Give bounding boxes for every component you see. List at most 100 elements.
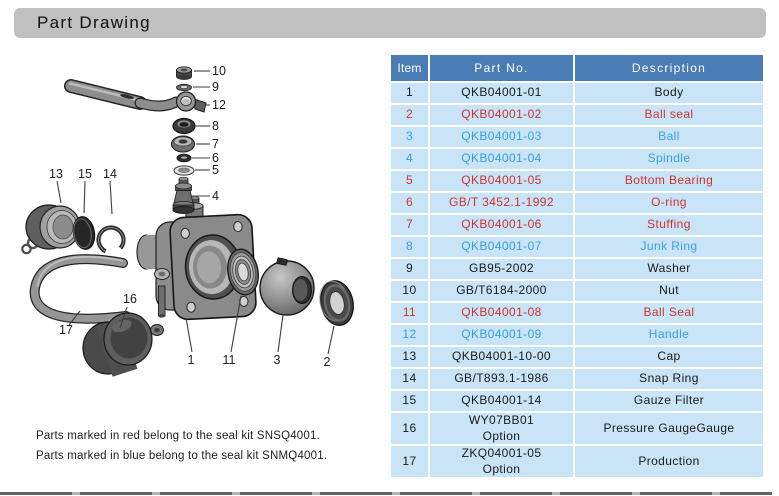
cell-item: 13 [391,347,428,367]
bottom-divider [0,492,772,495]
cell-part-no: GB/T893.1-1986 [430,369,573,389]
table-row: 13 QKB04001-10-00 Cap [391,347,763,367]
seal-kit-notes: Parts marked in red belong to the seal k… [36,430,327,470]
cell-item: 9 [391,259,428,279]
part-washer [176,83,192,92]
col-header-item: Item [391,55,428,81]
table-row: 17 ZKQ04001-05 Option Production [391,446,763,478]
table-row: 16 WY07BB01 Option Pressure GaugeGauge [391,413,763,445]
cell-part-no: GB/T6184-2000 [430,281,573,301]
cell-item: 8 [391,237,428,257]
cell-part-no: QKB04001-07 [430,237,573,257]
cell-part-no: QKB04001-09 [430,325,573,345]
table-row: 2 QKB04001-02 Ball seal [391,105,763,125]
table-row: 9 GB95-2002 Washer [391,259,763,279]
cell-item: 12 [391,325,428,345]
part-handle [64,79,207,113]
callout-10: 10 [212,64,226,78]
cell-part-no: WY07BB01 Option [430,413,573,445]
table-row: 14 GB/T893.1-1986 Snap Ring [391,369,763,389]
table-header-row: Item Part No. Description [391,55,763,81]
cell-item: 5 [391,171,428,191]
part-ball [259,257,315,316]
cell-description: Ball seal [575,105,763,125]
cell-item: 10 [391,281,428,301]
exploded-parts-diagram: 10 9 12 8 7 6 5 4 13 15 14 16 17 1 11 3 … [21,64,354,377]
cell-part-no: QKB04001-08 [430,303,573,323]
table-row: 3 QKB04001-03 Ball [391,127,763,147]
table-row: 7 QKB04001-06 Stuffing [391,215,763,235]
part-bottom-bearing [173,165,195,176]
cell-part-no: QKB04001-10-00 [430,347,573,367]
cell-description: Bottom Bearing [575,171,763,191]
cell-item: 3 [391,127,428,147]
cell-part-no: QKB04001-03 [430,127,573,147]
cell-part-no: QKB04001-04 [430,149,573,169]
callout-11: 11 [223,353,236,367]
cell-part-no: GB95-2002 [430,259,573,279]
callout-6: 6 [212,151,219,165]
table-row: 12 QKB04001-09 Handle [391,325,763,345]
part-nut [176,66,192,80]
cell-description: Stuffing [575,215,763,235]
page-title: Part Drawing [37,13,151,32]
callout-7: 7 [212,137,219,151]
cell-description: O-ring [575,193,763,213]
callout-12: 12 [212,98,226,112]
cell-item: 2 [391,105,428,125]
cell-item: 7 [391,215,428,235]
cell-description: Spindle [575,149,763,169]
cell-item: 17 [391,446,428,478]
cell-part-no: QKB04001-02 [430,105,573,125]
callout-2: 2 [324,355,331,369]
callout-4: 4 [212,189,219,203]
parts-table-body: 1 QKB04001-01 Body 2 QKB04001-02 Ball seal 3 QK… [391,83,763,478]
cell-part-no: QKB04001-06 [430,215,573,235]
parts-table: Item Part No. Description 1 QKB04001-01 Bo… [389,53,765,480]
table-row: 6 GB/T 3452.1-1992 O-ring [391,193,763,213]
part-body [136,195,257,321]
cell-item: 14 [391,369,428,389]
part-junk-ring [172,117,196,135]
cell-description: Cap [575,347,763,367]
cell-description: Production [575,446,763,478]
page-title-bar: Part Drawing [14,8,766,38]
cell-item: 6 [391,193,428,213]
callout-leader-lines [56,70,335,355]
cell-description: Nut [575,281,763,301]
cell-description: Junk Ring [575,237,763,257]
note-red-seal-kit: Parts marked in red belong to the seal k… [36,430,320,442]
callout-17: 17 [59,323,73,337]
table-row: 11 QKB04001-08 Ball Seal [391,303,763,323]
cell-description: Washer [575,259,763,279]
cell-description: Ball Seal [575,303,763,323]
cell-description: Gauze Filter [575,391,763,411]
callout-labels: 10 9 12 8 7 6 5 4 13 15 14 16 17 1 11 3 … [49,64,330,369]
cell-item: 16 [391,413,428,445]
part-o-ring [176,153,192,163]
callout-13: 13 [49,167,63,181]
part-spindle [172,176,195,214]
table-row: 1 QKB04001-01 Body [391,83,763,103]
cell-description: Handle [575,325,763,345]
cell-description: Snap Ring [575,369,763,389]
cell-description: Pressure GaugeGauge [575,413,763,445]
col-header-part-no: Part No. [430,55,573,81]
callout-1: 1 [188,353,195,367]
table-row: 15 QKB04001-14 Gauze Filter [391,391,763,411]
table-row: 8 QKB04001-07 Junk Ring [391,237,763,257]
cell-description: Ball [575,127,763,147]
callout-9: 9 [212,80,219,94]
part-stuffing [170,135,196,153]
table-row: 10 GB/T6184-2000 Nut [391,281,763,301]
part-cap [21,204,81,255]
cell-part-no: GB/T 3452.1-1992 [430,193,573,213]
callout-3: 3 [274,353,281,367]
callout-8: 8 [212,119,219,133]
callout-5: 5 [212,163,219,177]
col-header-description: Description [575,55,763,81]
part-snap-ring [96,225,126,255]
part-ball-seal-outer [319,280,354,326]
part-gauze-filter [72,216,96,250]
cell-part-no: QKB04001-01 [430,83,573,103]
